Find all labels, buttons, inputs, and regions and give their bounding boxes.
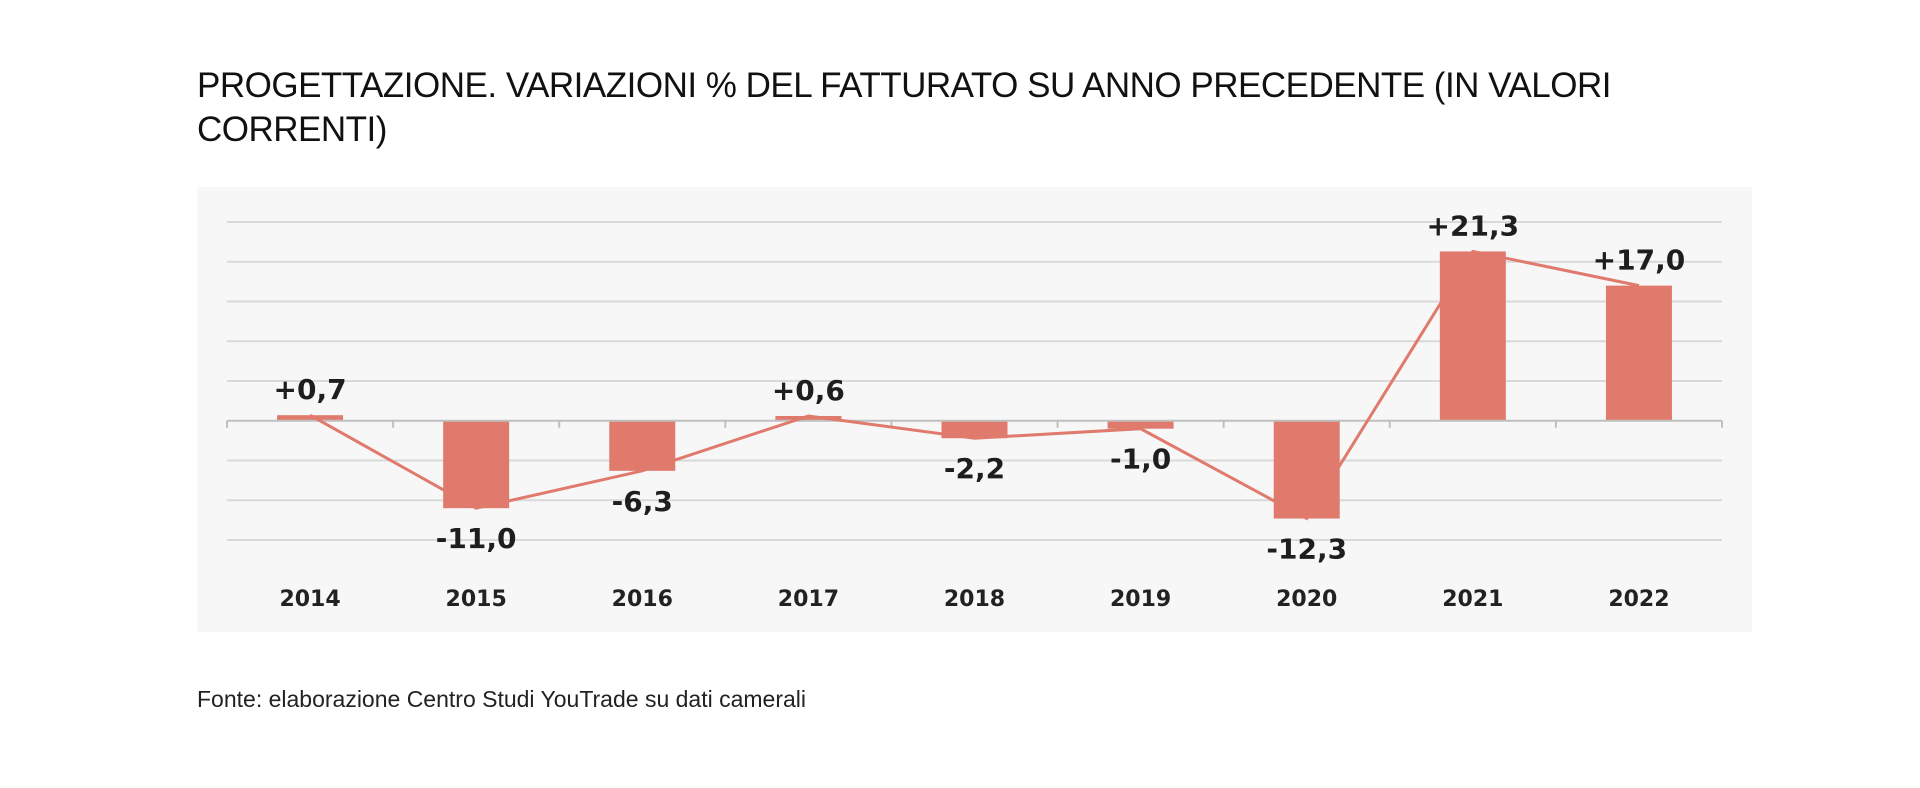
data-label: -11,0 — [436, 522, 517, 555]
x-tick-label: 2021 — [1442, 587, 1503, 612]
data-label: -12,3 — [1266, 533, 1347, 566]
data-label: -6,3 — [612, 485, 673, 518]
bar — [277, 415, 344, 421]
data-label: +17,0 — [1593, 244, 1686, 277]
x-tick-label: 2016 — [612, 587, 673, 612]
data-label: +0,6 — [772, 374, 845, 407]
bar — [1605, 285, 1672, 421]
x-tick-label: 2018 — [944, 587, 1005, 612]
x-tick-label: 2017 — [778, 587, 839, 612]
bar — [443, 420, 510, 509]
x-tick-label: 2022 — [1608, 587, 1669, 612]
bar — [775, 415, 842, 421]
data-label: -1,0 — [1110, 443, 1171, 476]
x-tick-label: 2020 — [1276, 587, 1337, 612]
bar — [1439, 251, 1506, 421]
chart-panel: +0,7 -11,0 -6,3 +0,6 -2,2 -1,0 -12,3 +21,3 +17,0… — [197, 187, 1752, 632]
x-tick-label: 2019 — [1110, 587, 1171, 612]
trend-line — [309, 249, 1640, 521]
source-note: Fonte: elaborazione Centro Studi YouTrad… — [197, 686, 807, 712]
bar-chart: +0,7 -11,0 -6,3 +0,6 -2,2 -1,0 -12,3 +21,3 +17,0… — [226, 209, 1723, 612]
x-tick-label: 2015 — [446, 587, 507, 612]
data-label: +21,3 — [1427, 209, 1520, 242]
x-tick-label: 2014 — [279, 587, 340, 612]
bar — [1107, 420, 1174, 429]
bar — [941, 420, 1008, 439]
data-label: -2,2 — [944, 452, 1005, 485]
data-label: +0,7 — [274, 373, 347, 406]
chart-title: PROGETTAZIONE. VARIAZIONI % DEL FATTURAT… — [197, 66, 1611, 149]
bar — [1273, 420, 1340, 519]
